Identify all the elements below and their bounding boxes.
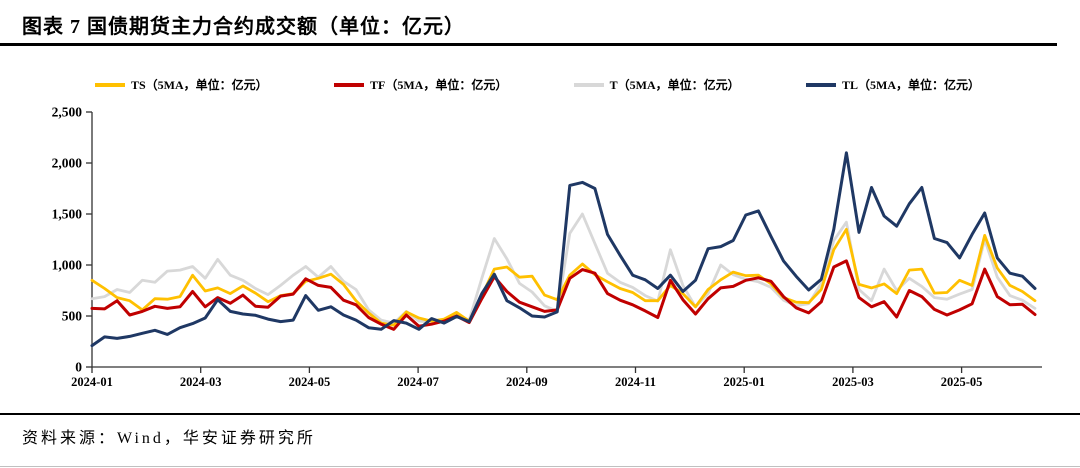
legend-label-ts: TS（5MA，单位：亿元） — [131, 78, 268, 92]
y-axis-tick-label: 500 — [62, 309, 83, 324]
x-axis-tick-label: 2024-01 — [71, 375, 113, 389]
x-axis-tick-label: 2024-09 — [506, 375, 548, 389]
tl-line-swatch-icon — [805, 82, 836, 87]
x-axis-tick-label: 2025-01 — [723, 375, 765, 389]
tf-line-swatch-icon — [334, 82, 364, 87]
x-axis-tick-label: 2025-03 — [832, 375, 874, 389]
axis-lines — [91, 112, 1042, 368]
y-axis-tick-label: 2,000 — [52, 156, 83, 171]
source-note: 资料来源：Wind，华安证券研究所 — [22, 430, 316, 447]
y-axis-tick-label: 2,500 — [52, 105, 83, 120]
series-line-TS — [90, 227, 1037, 327]
legend-item-tf: TF（5MA，单位：亿元） — [334, 76, 507, 93]
y-axis-tick-label: 1,500 — [52, 207, 83, 222]
x-axis-tick-label: 2024-11 — [615, 375, 656, 389]
ts-line-swatch-icon — [95, 82, 125, 87]
page-bottom-edge — [0, 466, 1080, 467]
legend-item-tl: TL（5MA，单位：亿元） — [805, 76, 980, 93]
x-axis-tick-label: 2024-03 — [180, 375, 222, 389]
legend-item-ts: TS（5MA，单位：亿元） — [95, 76, 268, 93]
x-axis-tick-label: 2024-05 — [289, 375, 331, 389]
legend-label-tf: TF（5MA，单位：亿元） — [370, 78, 508, 92]
footer-divider — [0, 413, 1080, 415]
x-axis-tick-label: 2024-07 — [397, 375, 439, 389]
y-axis-tick-label: 1,000 — [52, 258, 83, 273]
t-line-swatch-icon — [573, 82, 604, 87]
title-underline — [0, 43, 1057, 46]
legend-item-t: T（5MA，单位：亿元） — [573, 76, 740, 93]
series-line-T（ — [90, 212, 1037, 325]
chart-legend: TS（5MA，单位：亿元） TF（5MA，单位：亿元） T（5MA，单位：亿元）… — [95, 76, 980, 93]
series-line-TL — [90, 151, 1037, 348]
page-title: 图表 7 国债期货主力合约成交额（单位：亿元） — [22, 16, 465, 38]
legend-label-t: T（5MA，单位：亿元） — [609, 78, 740, 92]
y-axis-tick-label: 0 — [75, 360, 82, 375]
series-line-TF — [90, 259, 1037, 331]
x-axis-tick-label: 2025-05 — [941, 375, 983, 389]
legend-label-tl: TL（5MA，单位：亿元） — [841, 78, 980, 92]
